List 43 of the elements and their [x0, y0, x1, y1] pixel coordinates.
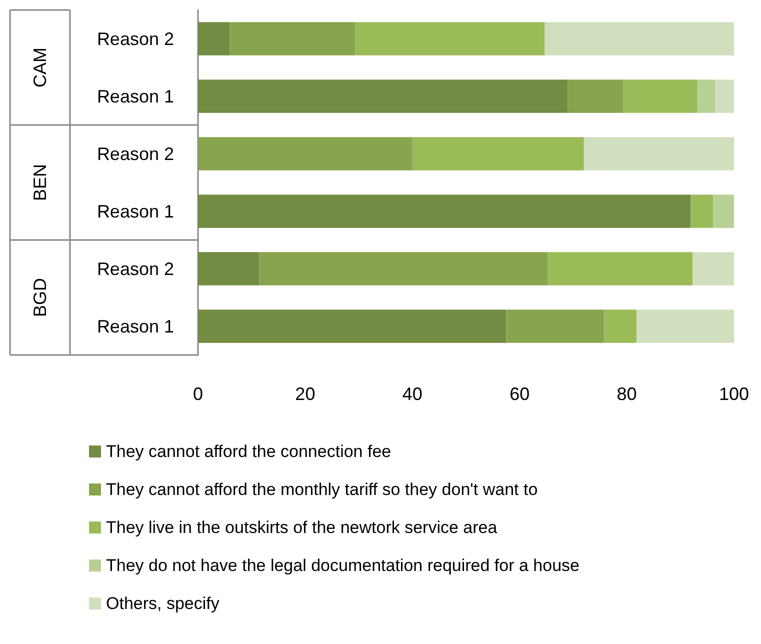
- bar: [697, 80, 716, 113]
- legend-label: They cannot afford the monthly tariff so they don't want to: [106, 480, 538, 499]
- y-tick-label: Reason 1: [96, 86, 174, 106]
- bar: [636, 310, 734, 343]
- bar: [198, 80, 568, 113]
- x-tick-label: 60: [510, 384, 530, 404]
- bar: [623, 80, 698, 113]
- text: BEN: [30, 164, 50, 202]
- y-tick-label: Reason 2: [96, 144, 174, 164]
- bar: [547, 252, 693, 286]
- bar: [544, 22, 734, 56]
- bar: [713, 194, 734, 228]
- legend-label: Others, specify: [106, 594, 220, 613]
- y-tick-label: Reason 1: [96, 201, 174, 222]
- bar: [692, 252, 734, 286]
- bar: [198, 137, 412, 170]
- legend-label: They do not have the legal documentation required for a house: [106, 556, 580, 575]
- bar: [412, 137, 584, 170]
- bar: [259, 252, 548, 286]
- bar: [584, 137, 734, 170]
- bar: [230, 22, 356, 56]
- y-tick-label: Reason 2: [96, 258, 174, 279]
- legend-label: They cannot afford the connection fee: [106, 442, 392, 461]
- bar: [715, 80, 734, 113]
- x-tick-label: 100: [718, 384, 750, 404]
- x-tick-label: 0: [192, 384, 204, 404]
- bar: [198, 22, 230, 56]
- y-tick-label: Reason 2: [96, 28, 174, 49]
- x-tick-label: 40: [402, 384, 422, 404]
- bar: [568, 80, 624, 113]
- bar: [198, 252, 260, 286]
- x-tick-label: 20: [295, 384, 316, 404]
- y-tick-label: Reason 1: [96, 316, 174, 336]
- bar: [198, 194, 691, 228]
- bar: [198, 310, 506, 343]
- x-tick-label: 80: [616, 384, 637, 404]
- bar: [355, 22, 545, 56]
- bar: [506, 310, 604, 343]
- bar: [604, 310, 636, 343]
- text: CAM: [30, 48, 50, 88]
- legend-label: They live in the outskirts of the newtork service area: [106, 518, 498, 537]
- bar: [690, 194, 714, 228]
- text: BGD: [30, 278, 50, 318]
